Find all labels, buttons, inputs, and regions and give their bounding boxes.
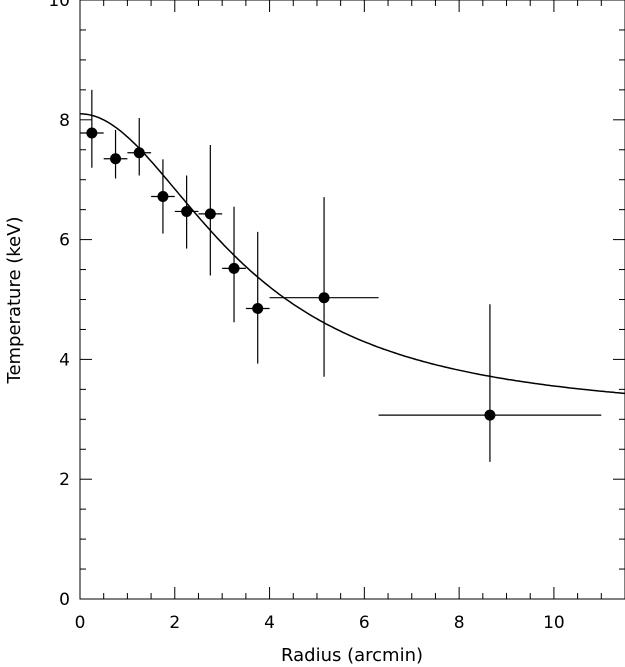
x-tick-label: 10	[543, 613, 565, 633]
data-point-group	[269, 197, 379, 377]
data-points	[80, 89, 602, 462]
y-axis-title: Temperature (keV)	[4, 217, 25, 385]
model-curve	[79, 113, 625, 395]
data-point	[318, 292, 330, 304]
data-point	[484, 409, 496, 421]
x-tick-label: 2	[169, 613, 180, 633]
x-axis-title: Radius (arcmin)	[281, 645, 423, 666]
data-point	[157, 190, 169, 202]
data-point	[110, 153, 122, 165]
x-tick-label: 6	[359, 613, 370, 633]
axis-tick-labels: 0 2 4 6 8 10 0 2 4 6 8 10	[48, 0, 564, 633]
y-tick-label: 10	[48, 0, 70, 11]
x-tick-label: 0	[75, 613, 86, 633]
data-point	[133, 147, 145, 159]
y-tick-label: 2	[59, 470, 70, 490]
y-tick-label: 8	[59, 111, 70, 131]
data-point-group	[245, 231, 270, 364]
data-point-group	[127, 118, 152, 176]
data-point-group	[198, 144, 223, 276]
model-line	[79, 113, 625, 395]
y-tick-label: 4	[59, 350, 70, 370]
data-point-group	[151, 159, 175, 234]
y-tick-label: 6	[59, 231, 70, 251]
data-point-group	[378, 304, 602, 462]
data-point-group	[103, 129, 128, 179]
y-tick-label: 0	[59, 590, 70, 610]
data-point	[204, 208, 216, 220]
data-point	[181, 205, 193, 217]
data-point	[86, 127, 98, 139]
data-point	[228, 262, 240, 274]
data-point	[252, 302, 264, 314]
x-tick-label: 8	[454, 613, 465, 633]
data-point-group	[174, 175, 199, 249]
plot-frame	[79, 0, 625, 600]
x-tick-label: 4	[264, 613, 275, 633]
axis-ticks	[79, 0, 625, 600]
data-point-group	[80, 89, 104, 168]
data-point-group	[222, 206, 246, 323]
